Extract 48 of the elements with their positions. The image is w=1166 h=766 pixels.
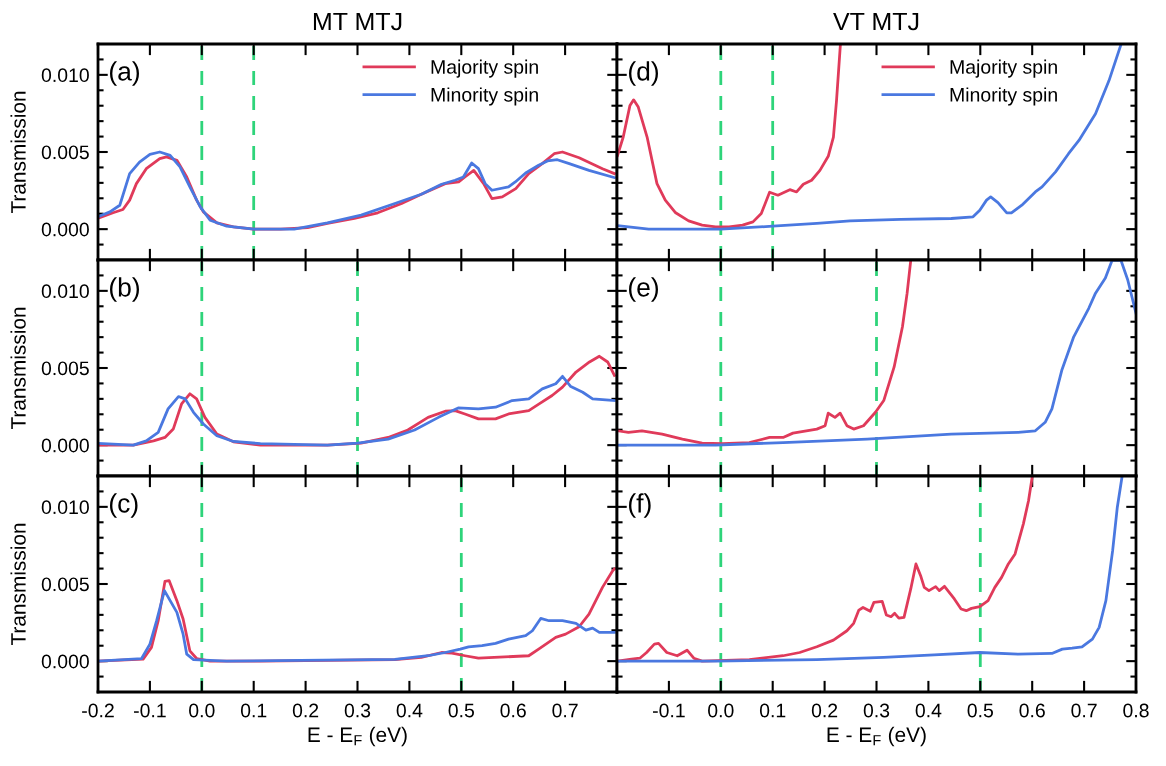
x-tick-label: 0.3 <box>344 703 371 718</box>
y-axis-title: Transmission <box>10 523 26 646</box>
annotation: (d) <box>629 61 658 86</box>
x-tick-label: 0.1 <box>240 703 267 718</box>
annotation: (e) <box>629 277 658 302</box>
y-axis-title: Transmission <box>10 307 26 430</box>
x-tick-label: 0.0 <box>189 703 215 718</box>
x-tick-label: 0.5 <box>967 703 993 718</box>
x-tick-label: -0.1 <box>134 703 166 718</box>
x-tick-label: 0.4 <box>915 703 942 718</box>
x-tick-label: 0.7 <box>1071 703 1097 718</box>
y-axis-title: Transmission <box>10 91 26 214</box>
x-tick-label: 0.2 <box>292 703 319 718</box>
annotation: (a) <box>110 61 139 86</box>
legend-label: Majority spin <box>950 59 1057 78</box>
line-series <box>98 589 616 663</box>
annotation: (b) <box>110 277 139 302</box>
y-tick-label: 0.000 <box>41 654 89 669</box>
x-tick-label: -0.2 <box>82 703 114 718</box>
x-axis-title: E - E$_{F}$ (eV) <box>308 726 407 747</box>
y-tick-label: 0.000 <box>41 438 89 453</box>
x-tick-label: 0.2 <box>811 703 838 718</box>
legend-label: Minority spin <box>431 87 538 106</box>
annotation: (f) <box>629 493 651 518</box>
legend-label: Majority spin <box>431 59 538 78</box>
x-tick-label: 0.7 <box>552 703 578 718</box>
x-axis-title: E - E$_{F}$ (eV) <box>827 726 926 747</box>
legend-label: Minority spin <box>950 87 1057 106</box>
y-tick-label: 0.010 <box>41 68 89 83</box>
x-tick-label: 0.6 <box>500 703 526 718</box>
x-tick-label: -0.1 <box>653 703 685 718</box>
y-tick-label: 0.000 <box>41 222 89 237</box>
x-tick-label: 0.8 <box>1123 703 1149 718</box>
line-series <box>98 374 616 447</box>
y-tick-label: 0.010 <box>41 284 89 299</box>
chart-title: MT MTJ <box>313 12 402 31</box>
annotation: (c) <box>110 493 138 518</box>
x-tick-label: 0.5 <box>448 703 474 718</box>
y-tick-label: 0.005 <box>41 145 89 160</box>
x-tick-label: 0.6 <box>1019 703 1045 718</box>
y-tick-label: 0.005 <box>41 577 89 592</box>
y-tick-label: 0.010 <box>41 500 89 515</box>
x-tick-label: 0.4 <box>396 703 423 718</box>
x-tick-label: 0.3 <box>863 703 890 718</box>
chart-title: VT MTJ <box>833 12 919 31</box>
y-tick-label: 0.005 <box>41 361 89 376</box>
x-tick-label: 0.1 <box>759 703 786 718</box>
x-tick-label: 0.0 <box>708 703 734 718</box>
